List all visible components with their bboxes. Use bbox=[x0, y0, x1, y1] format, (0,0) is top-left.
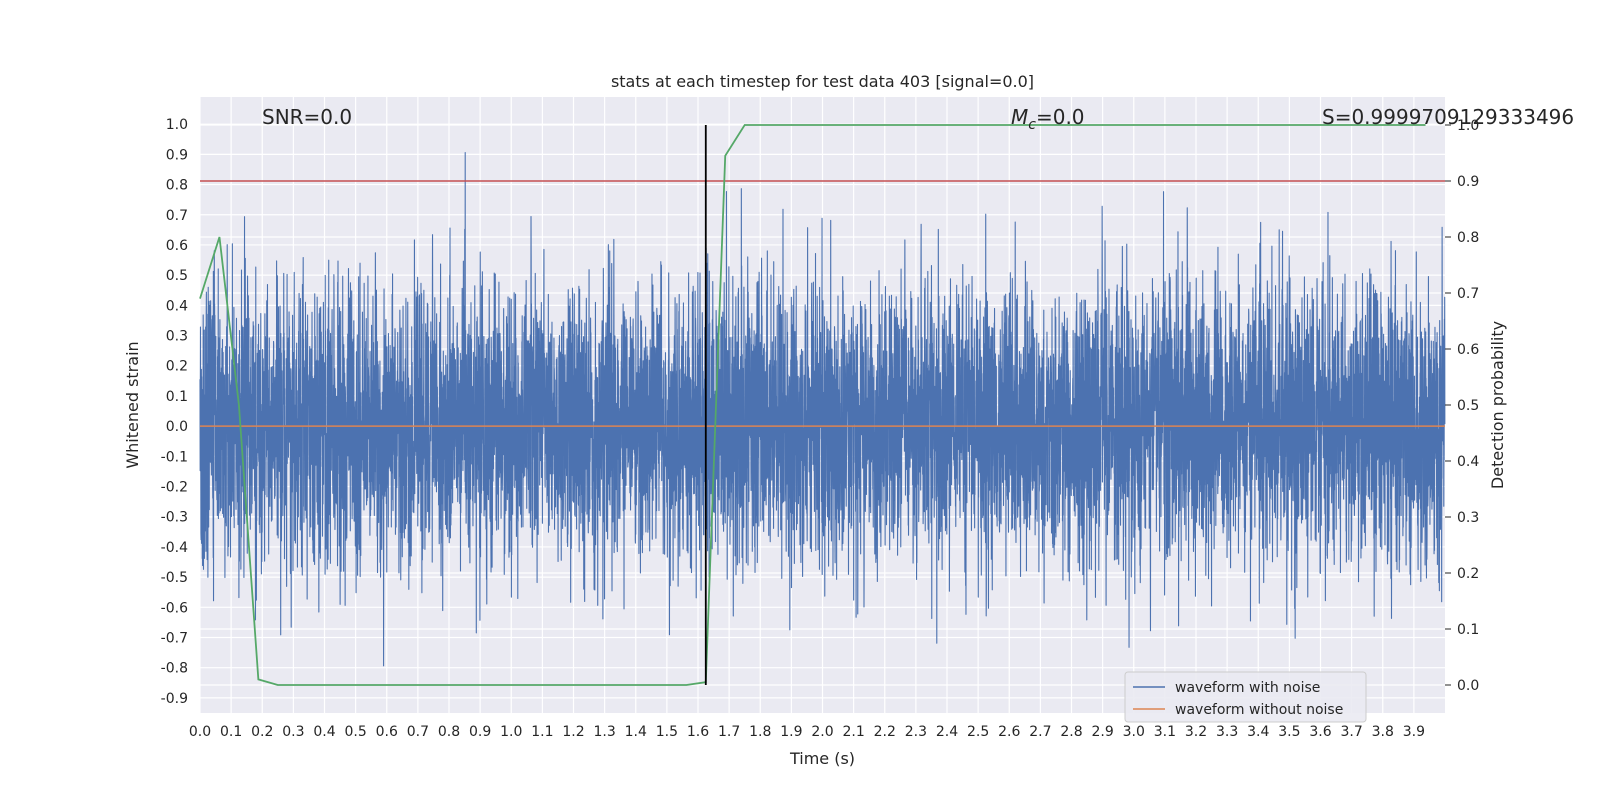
series-waveform-with-noise bbox=[199, 152, 1446, 667]
legend-box bbox=[1124, 671, 1367, 723]
x-tick-label: 1.7 bbox=[718, 724, 740, 740]
y-tick-label: -0.4 bbox=[161, 540, 188, 556]
x-tick-label: 2.2 bbox=[874, 724, 896, 740]
chart-title: stats at each timestep for test data 403… bbox=[611, 72, 1034, 91]
x-tick-label: 3.9 bbox=[1403, 724, 1425, 740]
y2-tick-label: 0.3 bbox=[1457, 510, 1479, 526]
legend: waveform with noise waveform without noi… bbox=[1124, 671, 1367, 723]
x-tick-label: 1.0 bbox=[500, 724, 522, 740]
y2-tick-label: 0.9 bbox=[1457, 174, 1479, 190]
x-tick-label: 1.5 bbox=[656, 724, 678, 740]
y-tick-label: 0.0 bbox=[166, 419, 188, 435]
y-tick-label: 0.4 bbox=[166, 298, 188, 314]
y-tick-label: -0.8 bbox=[161, 661, 188, 677]
x-tick-label: 1.3 bbox=[593, 724, 615, 740]
y2-tick-label: 0.1 bbox=[1457, 622, 1479, 638]
x-tick-label: 3.1 bbox=[1154, 724, 1176, 740]
y-tick-label: 0.8 bbox=[166, 178, 188, 194]
y2-axis-label: Detection probability bbox=[1488, 321, 1507, 489]
y-tick-label: -0.1 bbox=[161, 449, 188, 465]
y2-tick-label: 0.2 bbox=[1457, 566, 1479, 582]
x-axis-label: Time (s) bbox=[789, 749, 855, 768]
x-tick-label: 0.3 bbox=[282, 724, 304, 740]
annotation-snr: SNR=0.0 bbox=[262, 105, 352, 129]
annotation-chirp-mass-subscript: c bbox=[1028, 117, 1036, 133]
tick-labels: 0.0 0.1 0.2 0.3 0.4 0.5 0.6 0.7 0.8 0.9 1.0 1.1 1.2 1… bbox=[161, 117, 1480, 740]
y2-tick-label: 0.8 bbox=[1457, 230, 1479, 246]
x-tick-label: 0.1 bbox=[220, 724, 242, 740]
x-tick-label: 3.3 bbox=[1216, 724, 1238, 740]
y-tick-label: -0.2 bbox=[161, 480, 188, 496]
x-tick-label: 3.6 bbox=[1309, 724, 1331, 740]
x-tick-label: 2.6 bbox=[998, 724, 1020, 740]
y-axis-label: Whitened strain bbox=[123, 341, 142, 468]
y-tick-label: 0.2 bbox=[166, 359, 188, 375]
x-tick-label: 3.8 bbox=[1372, 724, 1394, 740]
x-tick-label: 2.4 bbox=[936, 724, 958, 740]
x-tick-label: 3.2 bbox=[1185, 724, 1207, 740]
legend-label-waveform-without-noise: waveform without noise bbox=[1175, 702, 1343, 718]
y-tick-label: 0.6 bbox=[166, 238, 188, 254]
x-tick-label: 3.5 bbox=[1278, 724, 1300, 740]
detection-probability-line bbox=[199, 124, 1426, 686]
x-tick-label: 0.9 bbox=[469, 724, 491, 740]
y2-tick-label: 0.7 bbox=[1457, 286, 1479, 302]
x-tick-label: 0.2 bbox=[251, 724, 273, 740]
x-tick-label: 2.0 bbox=[811, 724, 833, 740]
y-tick-label: 1.0 bbox=[166, 117, 188, 133]
x-tick-label: 3.4 bbox=[1247, 724, 1269, 740]
annotation-chirp-mass: Mc=0.0 bbox=[1011, 105, 1085, 133]
x-tick-label: 0.0 bbox=[189, 724, 211, 740]
annotation-score: S=0.9999709129333496 bbox=[1322, 105, 1574, 129]
annotation-chirp-mass-value: =0.0 bbox=[1036, 105, 1085, 129]
y-tick-label: -0.3 bbox=[161, 510, 188, 526]
y-tick-label: -0.7 bbox=[161, 631, 188, 647]
x-tick-label: 1.1 bbox=[531, 724, 553, 740]
x-tick-label: 1.9 bbox=[780, 724, 802, 740]
y-tick-label: 0.7 bbox=[166, 208, 188, 224]
y-tick-label: -0.6 bbox=[161, 600, 188, 616]
y-tick-label: -0.5 bbox=[161, 570, 188, 586]
x-tick-label: 1.6 bbox=[687, 724, 709, 740]
x-tick-label: 2.1 bbox=[842, 724, 864, 740]
x-tick-label: 2.8 bbox=[1060, 724, 1082, 740]
x-tick-label: 0.8 bbox=[438, 724, 460, 740]
x-tick-label: 0.5 bbox=[344, 724, 366, 740]
y2-tick-label: 0.6 bbox=[1457, 342, 1479, 358]
legend-label-waveform-with-noise: waveform with noise bbox=[1175, 680, 1320, 696]
y2-tick-label: 0.4 bbox=[1457, 454, 1479, 470]
x-tick-label: 1.2 bbox=[562, 724, 584, 740]
x-tick-label: 1.8 bbox=[749, 724, 771, 740]
x-tick-label: 0.4 bbox=[313, 724, 335, 740]
x-tick-label: 2.3 bbox=[905, 724, 927, 740]
annotation-chirp-mass-symbol: M bbox=[1011, 105, 1028, 129]
y-tick-label: 0.5 bbox=[166, 268, 188, 284]
x-tick-label: 2.9 bbox=[1091, 724, 1113, 740]
x-tick-label: 2.5 bbox=[967, 724, 989, 740]
y2-tick-label: 1.0 bbox=[1457, 118, 1479, 134]
overlay-lines bbox=[199, 124, 1445, 686]
x-tick-label: 3.0 bbox=[1123, 724, 1145, 740]
x-tick-label: 0.6 bbox=[376, 724, 398, 740]
y-tick-label: 0.1 bbox=[166, 389, 188, 405]
waveform-with-noise-line bbox=[199, 152, 1446, 667]
x-tick-label: 0.7 bbox=[407, 724, 429, 740]
y2-tick-label: 0.5 bbox=[1457, 398, 1479, 414]
y2-tick-label: 0.0 bbox=[1457, 678, 1479, 694]
y-tick-label: 0.3 bbox=[166, 329, 188, 345]
x-tick-label: 3.7 bbox=[1340, 724, 1362, 740]
y-tick-label: 0.9 bbox=[166, 147, 188, 163]
x-tick-label: 2.7 bbox=[1029, 724, 1051, 740]
y-tick-label: -0.9 bbox=[161, 691, 188, 707]
x-tick-label: 1.4 bbox=[625, 724, 647, 740]
